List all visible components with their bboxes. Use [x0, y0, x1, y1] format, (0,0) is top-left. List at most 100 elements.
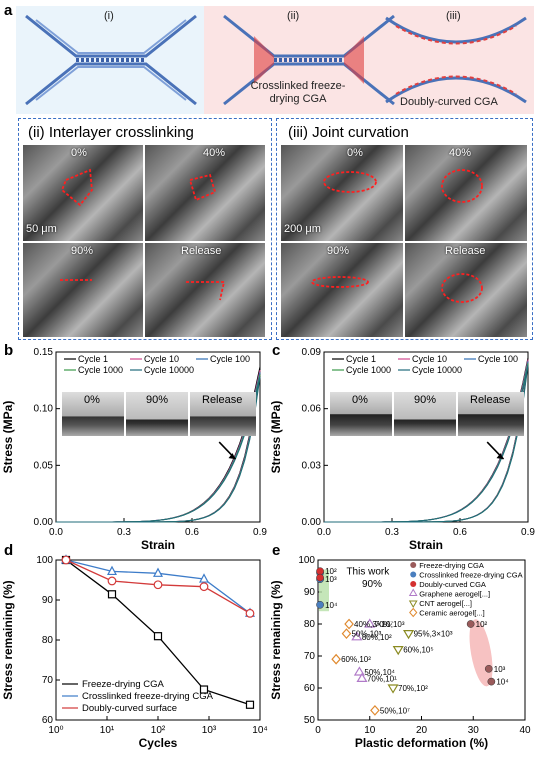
box-interlayer-crosslinking: [18, 118, 272, 340]
schematic-iii-roman: (iii): [446, 10, 461, 22]
this-work-label: This work: [346, 566, 390, 577]
sem-ii-0: 0% 50 μm: [22, 144, 144, 242]
legend-entry: Cycle 10000: [144, 365, 194, 375]
schematic-ii: [223, 14, 395, 106]
legend-entry: Cycle 1: [78, 354, 108, 364]
series-line-cycle-10000: [324, 365, 529, 523]
legend-marker: [410, 562, 417, 568]
y-tick-label: 60: [42, 715, 54, 726]
y-tick-label: 0.00: [34, 517, 54, 528]
data-point: [107, 590, 117, 599]
photo-c-release: Release: [458, 392, 524, 436]
legend-entry: Cycle 10000: [412, 365, 462, 375]
series-line-cycle-10000: [56, 376, 261, 523]
legend-entry: Cycle 100: [478, 354, 518, 364]
legend-marker: [410, 581, 417, 587]
x-tick-label: 10³: [202, 725, 217, 736]
x-tick-label: 30: [468, 725, 480, 736]
x-tick-label: 0.6: [453, 527, 467, 538]
y-tick-label: 0.03: [302, 460, 322, 471]
y-tick-label: 80: [304, 619, 316, 630]
y-tick-label: 50: [304, 715, 316, 726]
data-point: [107, 565, 117, 576]
legend-marker: [409, 607, 418, 618]
x-tick-label: 10⁰: [48, 725, 63, 736]
data-label: 70%,10¹: [367, 674, 397, 683]
y-tick-label: 100: [36, 555, 53, 566]
schematic-ii-caption: Crosslinked freeze-drying CGA: [250, 80, 346, 105]
data-point: [316, 567, 324, 576]
legend-marker: [410, 571, 417, 578]
photo-b-release: Release: [190, 392, 256, 436]
legend-entry: Cycle 100: [210, 354, 250, 364]
data-label: 70%,10³: [375, 620, 405, 629]
sem-ii-release: Release: [144, 242, 266, 338]
data-label: 40%,3×10⁷: [354, 620, 393, 629]
box-iii-title: (iii) Joint curvation: [288, 124, 409, 141]
data-point: [466, 620, 475, 628]
data-point: [356, 672, 368, 682]
legend-entry: Ceramic aerogel[...]: [419, 609, 484, 618]
data-point: [484, 664, 493, 673]
series-line-cycle-100: [324, 361, 529, 523]
scale-bar-ii: 50 μm: [26, 223, 57, 235]
x-tick-label: 10⁴: [252, 725, 267, 736]
data-point: [199, 685, 209, 694]
chart-d: 10⁰ 10¹ 10² 10³ 10⁴ 60 70 80 90 100 Cycles Stress r…: [1, 554, 268, 750]
photo-strip-b: 0% 90% Release: [62, 392, 256, 436]
legend-entry: Crosslinked freeze-drying CGA: [419, 571, 522, 580]
data-point: [341, 628, 352, 640]
x-tick-label: 0.9: [253, 527, 267, 538]
schematic-iii-caption: Doubly-curved CGA: [400, 96, 498, 108]
schematic-iii: [385, 16, 527, 104]
x-axis-label: Strain: [141, 538, 175, 552]
photo-b-90: 90%: [126, 392, 188, 436]
data-label: 50%,10⁷: [380, 706, 410, 715]
x-tick-label: 0.9: [521, 527, 535, 538]
data-label: 10²: [325, 567, 337, 576]
sem-iii-release: Release: [404, 242, 528, 338]
data-label: 10³: [325, 575, 337, 584]
data-point: [153, 580, 163, 590]
x-tick-label: 20: [416, 725, 428, 736]
schematic-drawings: [25, 14, 527, 106]
chart-b: 0.0 0.3 0.6 0.9 0.00 0.05 0.10 0.15 Strain Stress…: [1, 347, 267, 552]
data-point: [353, 666, 365, 676]
sem-annotations: [60, 168, 483, 303]
data-point: [387, 684, 399, 694]
panel-c-letter: c: [272, 342, 281, 359]
photo-strip-c: 0% 90% Release: [330, 392, 524, 436]
data-point: [316, 600, 324, 609]
box-ii-title: (ii) Interlayer crosslinking: [28, 124, 194, 141]
sem-ii-40: 40%: [144, 144, 266, 242]
data-point: [364, 618, 376, 628]
data-label: 70%,10²: [398, 684, 428, 693]
data-point: [316, 573, 324, 582]
data-label: 60%,10⁵: [403, 646, 433, 655]
chart-c: 0.0 0.3 0.6 0.9 0.00 0.03 0.06 0.09 Strain Stress…: [269, 347, 535, 552]
legend-marker: [408, 600, 418, 608]
arrow-head: [496, 453, 504, 460]
series-line-cycle-1: [56, 366, 261, 523]
x-tick-label: 0.6: [185, 527, 199, 538]
data-label: 50%,10⁴: [364, 668, 395, 677]
data-label: 10²: [476, 620, 488, 629]
legend-entry: Cycle 10: [412, 354, 447, 364]
panel-d-letter: d: [4, 542, 14, 559]
x-tick-label: 0.0: [317, 527, 331, 538]
legend-entry: Cycle 10: [144, 354, 179, 364]
data-point: [153, 567, 163, 577]
data-point: [351, 631, 363, 641]
photo-c-90: 90%: [394, 392, 456, 436]
y-tick-label: 70: [42, 675, 54, 686]
arrow-head: [228, 453, 236, 460]
data-point: [107, 576, 117, 586]
legend-entry: Cycle 1: [346, 354, 376, 364]
chart-e: 0 10 20 30 40 50 60 70 80 90 100 Plastic deformatio…: [269, 555, 531, 750]
data-label: 10⁴: [496, 678, 509, 687]
y-axis-label: Stress remaining (%): [269, 580, 283, 699]
sem-ii-90: 90%: [22, 242, 144, 338]
data-label: 10³: [494, 665, 506, 674]
data-point: [245, 608, 255, 618]
y-tick-label: 0.00: [302, 517, 322, 528]
